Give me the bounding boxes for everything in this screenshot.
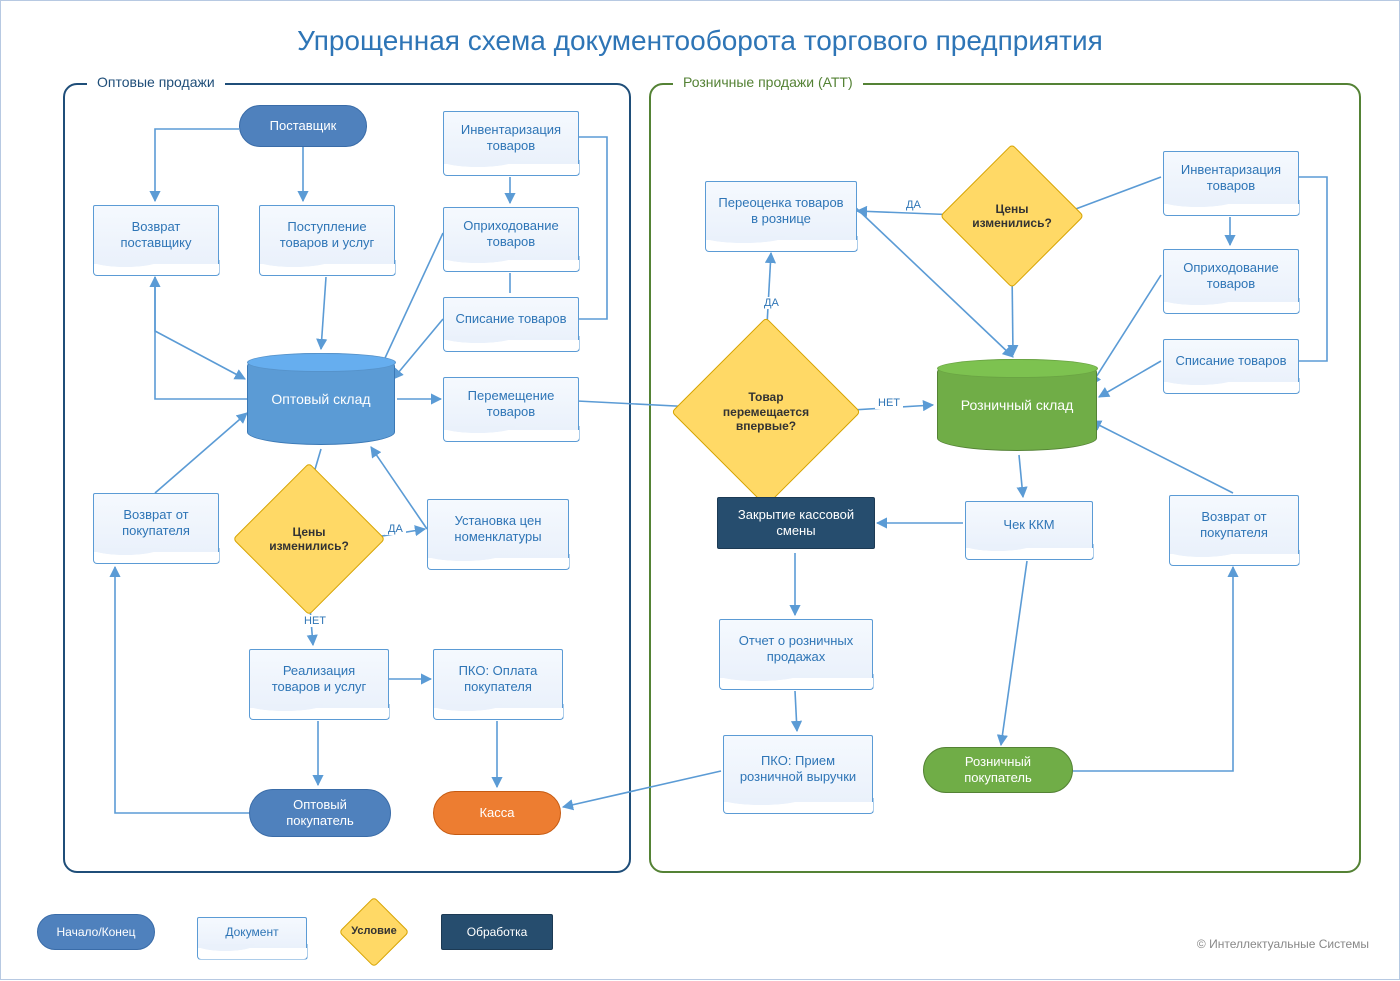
page-title: Упрощенная схема документооборота торгов…	[1, 25, 1399, 57]
node-prices_changed_r: Цены изменились?	[961, 165, 1063, 267]
node-writeoff_r: Списание товаров	[1163, 339, 1299, 382]
group-retail-label: Розничные продажи (АТТ)	[673, 74, 863, 90]
edge-label-13: НЕТ	[301, 615, 329, 627]
node-retail_report: Отчет о розничных продажах	[719, 619, 873, 678]
diagram-page: Упрощенная схема документооборота торгов…	[0, 0, 1400, 980]
node-return_buyer_r: Возврат от покупателя	[1169, 495, 1299, 554]
legend-document-label: Документ	[198, 918, 306, 948]
node-ws_buyer: Оптовый покупатель	[249, 789, 391, 837]
legend-process-label: Обработка	[467, 925, 528, 940]
node-retail_store: Розничный склад	[937, 359, 1097, 451]
node-cash: Касса	[433, 791, 561, 835]
node-writeoff_w: Списание товаров	[443, 297, 579, 340]
node-inventory_w: Инвентаризация товаров	[443, 111, 579, 164]
node-set_prices: Установка цен номенклатуры	[427, 499, 569, 558]
edge-label-21: ДА	[761, 297, 782, 309]
node-goods_receipt: Поступление товаров и услуг	[259, 205, 395, 264]
node-return_supplier: Возврат поставщику	[93, 205, 219, 264]
node-posting_r: Оприходование товаров	[1163, 249, 1299, 302]
node-return_buyer_w: Возврат от покупателя	[93, 493, 219, 552]
edge-label-22: НЕТ	[875, 397, 903, 409]
node-pko_buyer: ПКО: Оплата покупателя	[433, 649, 563, 708]
edge-label-23: ДА	[903, 199, 924, 211]
legend-decision-label: Условие	[349, 907, 399, 957]
legend: Начало/Конец Документ Условие Обработка	[37, 907, 553, 957]
node-kkm: Чек ККМ	[965, 501, 1093, 548]
node-first_move: Товар перемещается впервые?	[699, 345, 833, 479]
copyright: © Интеллектуальные Системы	[1197, 937, 1369, 951]
node-ws_store: Оптовый склад	[247, 353, 395, 445]
node-prices_changed_w: Цены изменились?	[255, 485, 363, 593]
node-realization: Реализация товаров и услуг	[249, 649, 389, 708]
node-pko_retail: ПКО: Прием розничной выручки	[723, 735, 873, 802]
node-retail_buyer: Розничный покупатель	[923, 747, 1073, 793]
legend-process: Обработка	[441, 914, 553, 950]
legend-terminator: Начало/Конец	[37, 914, 155, 950]
node-supplier: Поставщик	[239, 105, 367, 147]
node-revalue: Переоценка товаров в рознице	[705, 181, 857, 240]
group-wholesale-label: Оптовые продажи	[87, 74, 225, 90]
node-inventory_r: Инвентаризация товаров	[1163, 151, 1299, 204]
node-close_shift: Закрытие кассовой смены	[717, 497, 875, 549]
legend-terminator-label: Начало/Конец	[57, 925, 136, 940]
legend-document: Документ	[197, 917, 307, 948]
edge-label-12: ДА	[385, 523, 406, 535]
node-posting_w: Оприходование товаров	[443, 207, 579, 260]
group-wholesale: Оптовые продажи	[63, 83, 631, 873]
legend-decision: Условие	[349, 907, 399, 957]
node-transfer: Перемещение товаров	[443, 377, 579, 430]
